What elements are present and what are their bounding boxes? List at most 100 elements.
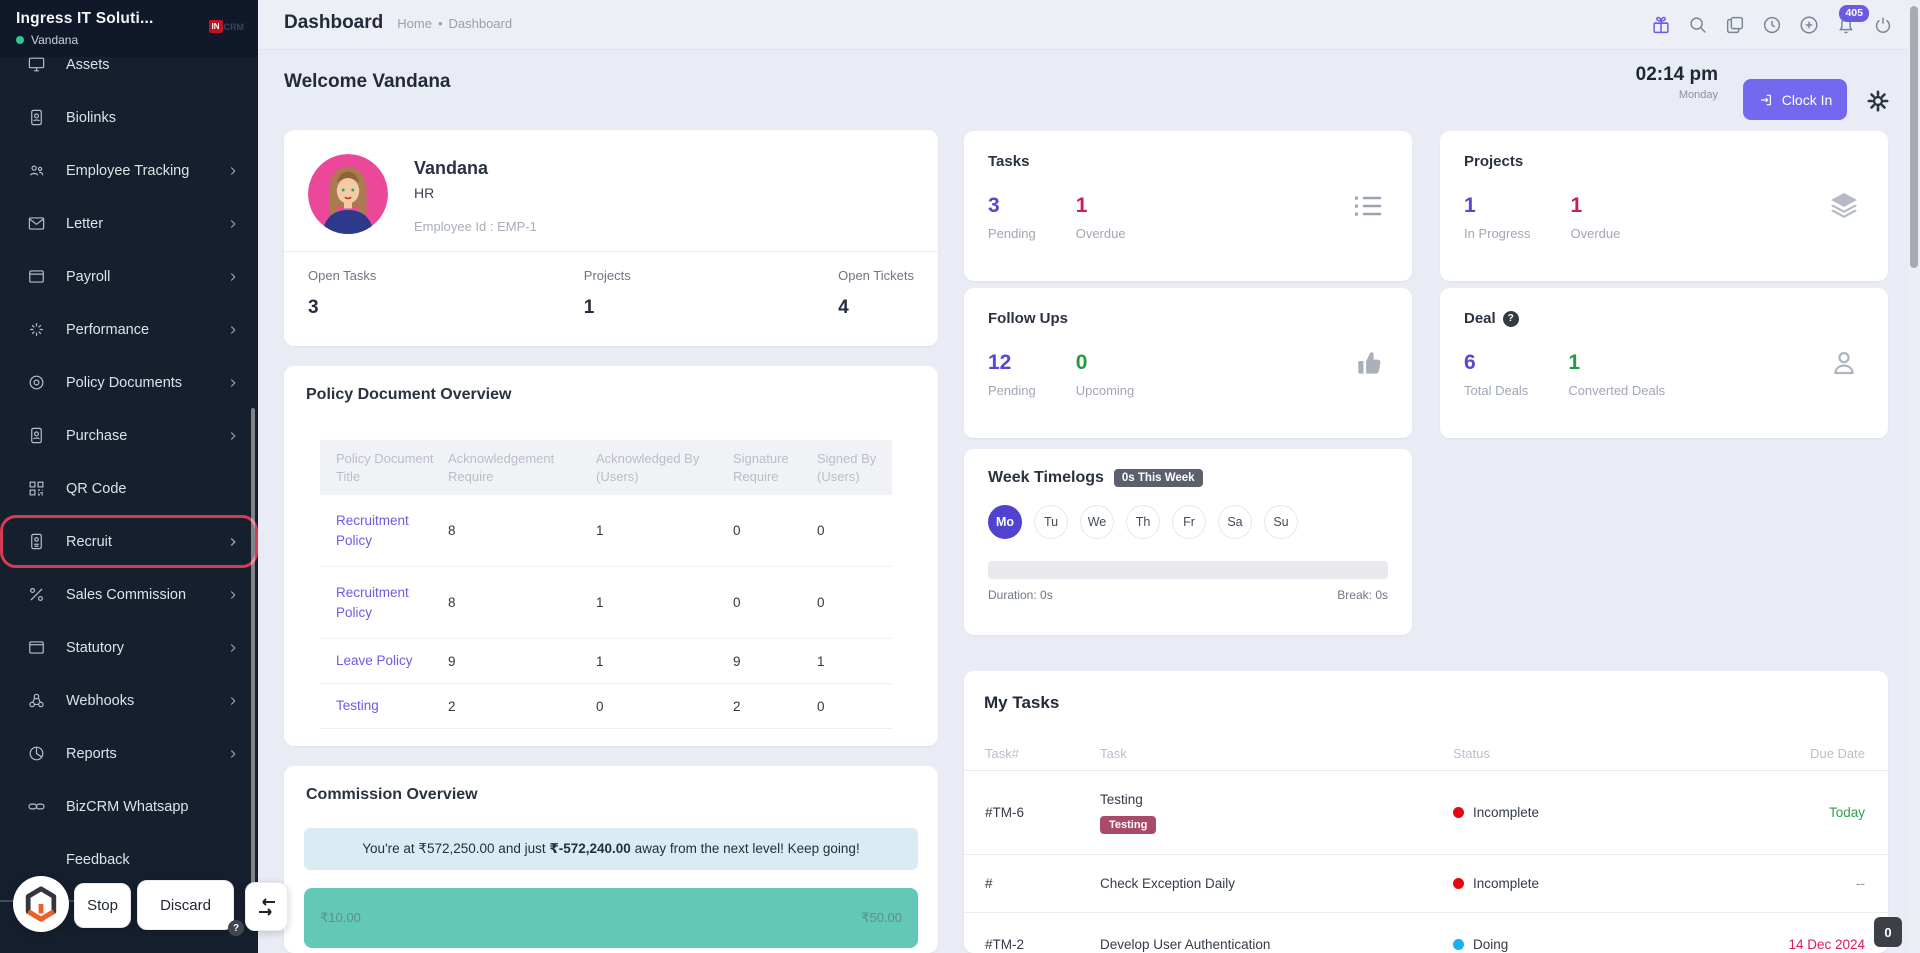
metric-overdue: 1 Overdue (1570, 194, 1621, 241)
day-sunday[interactable]: Su (1264, 505, 1298, 539)
divider (284, 251, 938, 252)
recorder-logo-icon (25, 886, 57, 922)
time-day: Monday (1678, 89, 1718, 101)
notes-icon[interactable] (1724, 14, 1746, 36)
brand-logo: IN CRM (208, 20, 244, 33)
swap-button[interactable] (245, 882, 288, 931)
week-timelogs-title: Week Timelogs (988, 469, 1104, 486)
sidebar-item-employee-tracking[interactable]: Employee Tracking (0, 144, 258, 197)
sidebar-item-recruit[interactable]: Recruit (0, 515, 258, 568)
profile-employee-id: Employee Id : EMP-1 (414, 219, 537, 234)
chevron-right-icon (226, 747, 240, 761)
chevron-right-icon (226, 588, 240, 602)
stop-button[interactable]: Stop (74, 883, 131, 928)
target-icon (27, 373, 46, 392)
duration-label: Duration: 0s (988, 588, 1053, 602)
table-row: Testing 2 0 2 0 (320, 684, 892, 730)
sidebar-item-performance[interactable]: Performance (0, 303, 258, 356)
layers-icon (1828, 190, 1860, 222)
sidebar-item-webhooks[interactable]: Webhooks (0, 674, 258, 727)
projects-card-title: Projects (1464, 153, 1524, 170)
policy-link[interactable]: Leave Policy (336, 653, 413, 669)
task-due-date: 14 Dec 2024 (1788, 937, 1865, 952)
clock-icon[interactable] (1761, 14, 1783, 36)
task-id: #TM-2 (985, 937, 1025, 952)
search-icon[interactable] (1687, 14, 1709, 36)
status-dot-red (1453, 878, 1464, 889)
task-status: Incomplete (1453, 805, 1775, 820)
day-wednesday[interactable]: We (1080, 505, 1114, 539)
sidebar-scrollbar[interactable] (251, 408, 255, 886)
follow-ups-card: Follow Ups 12 Pending 0 Upcoming (964, 288, 1412, 438)
policy-link[interactable]: Testing (336, 698, 379, 714)
people-icon (27, 161, 46, 180)
task-name: Testing (1100, 791, 1143, 807)
page-scrollbar-thumb[interactable] (1910, 6, 1918, 268)
policy-table: Policy Document Title Acknowledgement Re… (320, 440, 892, 730)
recorder-help-icon[interactable]: ? (228, 920, 244, 936)
page-title: Dashboard (284, 12, 384, 33)
commission-range-start: ₹10.00 (320, 910, 361, 925)
profile-card: Vandana HR Employee Id : EMP-1 Open Task… (284, 130, 938, 346)
thumbs-up-icon (1352, 347, 1384, 379)
sidebar-item-statutory[interactable]: Statutory (0, 621, 258, 674)
task-status: Incomplete (1453, 876, 1775, 891)
stat-open-tasks: Open Tasks 3 (308, 268, 377, 318)
week-timelogs-card: Week Timelogs 0s This Week Mo Tu We Th F… (964, 449, 1412, 635)
power-icon[interactable] (1872, 14, 1894, 36)
percent-icon (27, 585, 46, 604)
sidebar-item-payroll[interactable]: Payroll (0, 250, 258, 303)
help-icon[interactable]: ? (1502, 310, 1519, 327)
sidebar-item-assets[interactable]: Assets (0, 57, 258, 91)
sidebar-item-letter[interactable]: Letter (0, 197, 258, 250)
sidebar-item-sales-commission[interactable]: Sales Commission (0, 568, 258, 621)
day-saturday[interactable]: Sa (1218, 505, 1252, 539)
breadcrumb-home[interactable]: Home (397, 16, 432, 31)
day-friday[interactable]: Fr (1172, 505, 1206, 539)
my-tasks-header: Task# Task Status Due Date (964, 737, 1888, 771)
sidebar-item-policy-documents[interactable]: Policy Documents (0, 356, 258, 409)
gear-icon[interactable] (1866, 89, 1890, 113)
breadcrumb: Home • Dashboard (397, 16, 512, 31)
task-row[interactable]: #TM-6 Testing Testing Incomplete Today (964, 771, 1888, 855)
list-icon (1352, 190, 1384, 222)
sidebar-item-reports[interactable]: Reports (0, 727, 258, 780)
policy-link[interactable]: Recruitment Policy (336, 513, 409, 548)
metric-overdue: 1 Overdue (1075, 194, 1126, 241)
sidebar-item-qr-code[interactable]: QR Code (0, 462, 258, 515)
webhook-icon (27, 691, 46, 710)
chevron-right-icon (226, 217, 240, 231)
metric-in-progress: 1 In Progress (1464, 194, 1531, 241)
task-row[interactable]: #TM-2 Develop User Authentication Doing … (964, 913, 1888, 953)
window-icon (27, 267, 46, 286)
sidebar-header: Ingress IT Soluti... Vandana IN CRM (0, 0, 258, 57)
day-thursday[interactable]: Th (1126, 505, 1160, 539)
sidebar-item-feedback[interactable]: Feedback (66, 851, 130, 868)
page-scrollbar[interactable] (1908, 0, 1920, 953)
online-status-dot (16, 36, 24, 44)
day-monday[interactable]: Mo (988, 505, 1022, 539)
day-tuesday[interactable]: Tu (1034, 505, 1068, 539)
gift-icon[interactable] (1650, 14, 1672, 36)
task-status: Doing (1453, 937, 1775, 952)
week-total-badge: 0s This Week (1113, 469, 1203, 487)
chevron-right-icon (226, 323, 240, 337)
policy-document-overview-card: Policy Document Overview Policy Document… (284, 366, 938, 746)
sidebar-username: Vandana (31, 33, 79, 47)
task-row[interactable]: # Check Exception Daily Incomplete -- (964, 855, 1888, 913)
bell-icon[interactable]: 405 (1835, 5, 1869, 36)
envelope-icon (27, 214, 46, 233)
clock-in-button[interactable]: Clock In (1743, 79, 1847, 120)
recorder-logo-button[interactable] (13, 876, 69, 932)
stat-open-tickets: Open Tickets 4 (838, 268, 914, 318)
sidebar-item-biolinks[interactable]: Biolinks (0, 91, 258, 144)
sidebar-item-purchase[interactable]: Purchase (0, 409, 258, 462)
task-due-date: -- (1856, 876, 1865, 891)
metric-pending: 3 Pending (988, 194, 1036, 241)
chevron-right-icon (226, 641, 240, 655)
plus-circle-icon[interactable] (1798, 14, 1820, 36)
sidebar-item-bizcrm-whatsapp[interactable]: BizCRM Whatsapp (0, 780, 258, 833)
discard-button[interactable]: Discard (137, 880, 234, 930)
policy-link[interactable]: Recruitment Policy (336, 585, 409, 620)
